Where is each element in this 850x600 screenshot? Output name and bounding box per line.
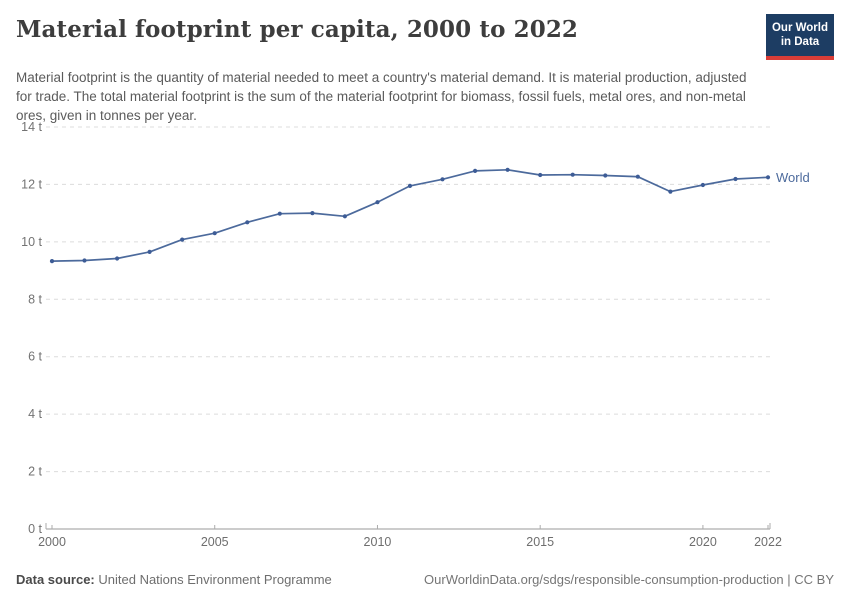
data-point [538, 172, 543, 178]
x-axis-tick-label: 2022 [754, 535, 782, 549]
data-point [115, 256, 120, 261]
chart-title: Material footprint per capita, 2000 to 2… [16, 16, 579, 43]
data-point [505, 167, 510, 172]
y-axis-tick-label: 14 t [21, 120, 42, 134]
x-axis-tick-label: 2000 [38, 535, 66, 549]
x-axis-tick-label: 2005 [201, 535, 229, 549]
data-point [733, 176, 738, 182]
data-point [147, 249, 152, 254]
data-point [668, 189, 673, 194]
y-axis-tick-label: 10 t [21, 235, 42, 249]
owid-logo-line1: Our World [771, 22, 828, 34]
header: Material footprint per capita, 2000 to 2… [16, 14, 834, 60]
data-source-value: United Nations Environment Programme [98, 572, 332, 587]
data-point [407, 183, 413, 188]
attribution-link[interactable]: OurWorldinData.org/sdgs/responsible-cons… [424, 572, 834, 587]
chart-area[interactable]: 0 t 2 t 4 t 6 t 8 t 10 t 12 t 14 t 2000 2005 2010 2… [16, 112, 834, 554]
owid-logo: Our World in Data [766, 14, 834, 60]
y-axis-tick-label: 2 t [28, 465, 42, 479]
data-point [473, 168, 478, 173]
chart-subtitle: Material footprint is the quantity of ma… [16, 69, 747, 124]
x-axis-tick-label: 2010 [364, 535, 392, 549]
data-point [440, 177, 445, 182]
data-point [82, 258, 87, 263]
y-axis-tick-label: 6 t [28, 350, 42, 364]
data-point [570, 172, 575, 177]
y-axis-tick-label: 0 t [28, 522, 42, 536]
series-end-label: World [776, 170, 810, 185]
owid-logo-line2: in Data [780, 36, 820, 49]
data-point [180, 237, 185, 242]
data-point [245, 220, 250, 225]
data-point [277, 211, 282, 216]
line-chart[interactable]: 0 t 2 t 4 t 6 t 8 t 10 t 12 t 14 t 2000 2005 2010 2… [16, 112, 834, 554]
data-point [342, 214, 347, 219]
data-point [212, 231, 217, 236]
data-point [49, 259, 55, 264]
x-axis-tick-label: 2015 [526, 535, 554, 549]
y-axis-tick-label: 4 t [28, 407, 42, 421]
data-point [375, 200, 380, 205]
data-point [310, 211, 315, 216]
data-point [700, 182, 706, 188]
y-axis-tick-label: 8 t [28, 292, 42, 306]
data-point [635, 174, 640, 179]
x-axis-tick-label: 2020 [689, 535, 717, 549]
footer: Data source: United Nations Environment … [16, 572, 834, 587]
data-point [603, 173, 608, 178]
data-point [765, 175, 771, 180]
world-series-line [51, 168, 769, 262]
data-source-label: Data source: [16, 572, 95, 587]
y-axis-tick-label: 12 t [21, 177, 42, 191]
data-source: Data source: United Nations Environment … [16, 572, 332, 587]
